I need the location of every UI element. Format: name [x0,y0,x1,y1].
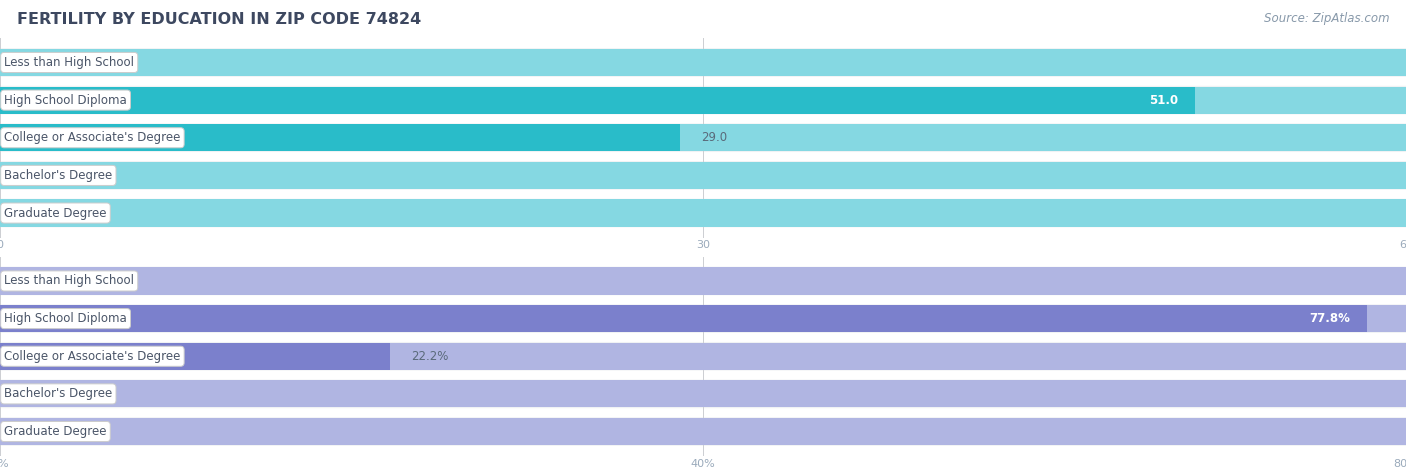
FancyBboxPatch shape [0,304,1406,333]
FancyBboxPatch shape [0,380,1406,408]
Text: 0.0: 0.0 [21,56,39,69]
Text: 51.0: 51.0 [1149,94,1178,106]
Text: 0.0: 0.0 [21,207,39,219]
Text: 0.0%: 0.0% [21,425,51,438]
Text: High School Diploma: High School Diploma [4,94,127,106]
Text: Source: ZipAtlas.com: Source: ZipAtlas.com [1264,12,1389,25]
Bar [0,267,1406,294]
Bar [0,305,1367,332]
FancyBboxPatch shape [0,417,1406,446]
FancyBboxPatch shape [0,124,1406,152]
Bar [0,342,389,370]
FancyBboxPatch shape [0,86,1406,114]
Bar [0,124,1406,152]
Bar [0,49,1406,76]
Text: 77.8%: 77.8% [1309,312,1350,325]
Text: College or Associate's Degree: College or Associate's Degree [4,350,180,363]
Bar [0,124,679,152]
Text: Graduate Degree: Graduate Degree [4,425,107,438]
Text: College or Associate's Degree: College or Associate's Degree [4,131,180,144]
Text: FERTILITY BY EDUCATION IN ZIP CODE 74824: FERTILITY BY EDUCATION IN ZIP CODE 74824 [17,12,422,27]
Text: High School Diploma: High School Diploma [4,312,127,325]
Text: 29.0: 29.0 [700,131,727,144]
Bar [0,380,1406,408]
FancyBboxPatch shape [0,342,1406,370]
Bar [0,418,1406,445]
Bar [0,305,1406,332]
Text: Graduate Degree: Graduate Degree [4,207,107,219]
Bar [0,342,1406,370]
Text: 0.0%: 0.0% [21,275,51,287]
FancyBboxPatch shape [0,161,1406,190]
Text: 22.2%: 22.2% [411,350,449,363]
FancyBboxPatch shape [0,48,1406,77]
Bar [0,162,1406,189]
Text: Less than High School: Less than High School [4,275,134,287]
Text: 0.0: 0.0 [21,169,39,182]
FancyBboxPatch shape [0,199,1406,228]
Text: Bachelor's Degree: Bachelor's Degree [4,169,112,182]
Text: Bachelor's Degree: Bachelor's Degree [4,388,112,400]
Text: Less than High School: Less than High School [4,56,134,69]
Text: 0.0%: 0.0% [21,388,51,400]
Bar [0,86,1195,114]
Bar [0,86,1406,114]
Bar [0,200,1406,227]
FancyBboxPatch shape [0,266,1406,295]
